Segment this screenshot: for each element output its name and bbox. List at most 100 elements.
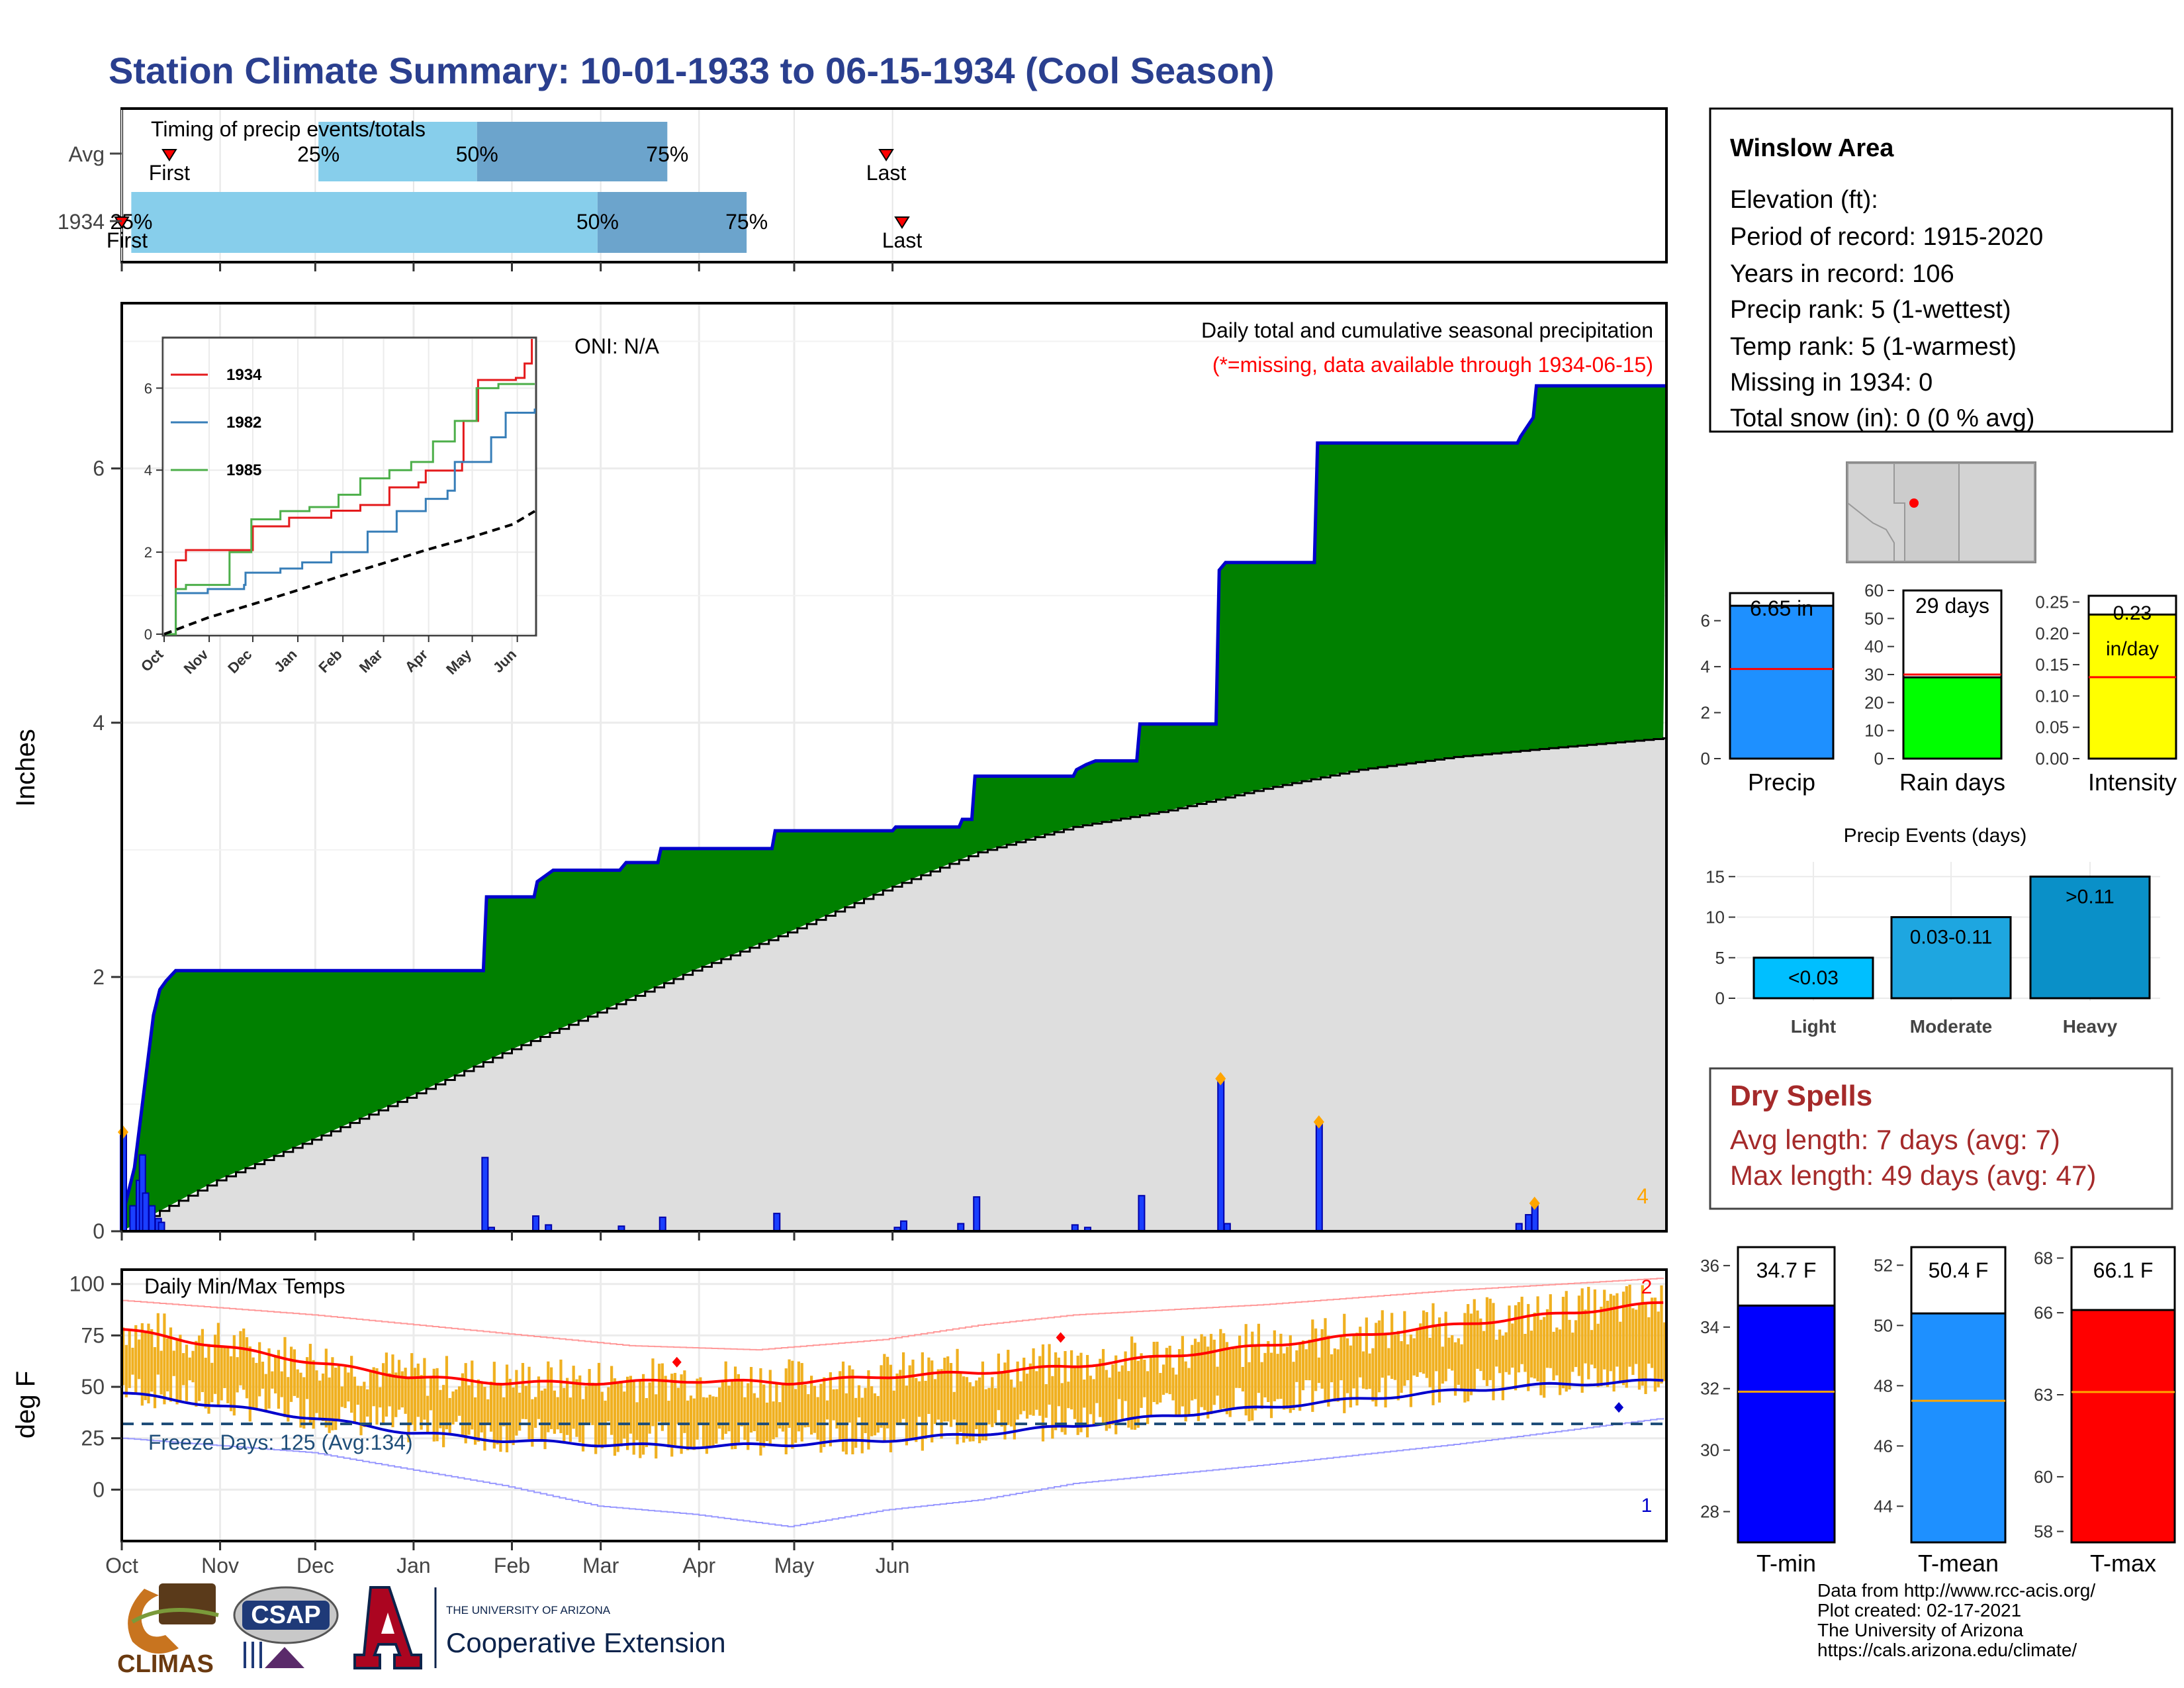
daily-precip-bar bbox=[773, 1213, 781, 1232]
inset-series-lines bbox=[163, 339, 536, 635]
daily-temp-bar bbox=[908, 1365, 911, 1441]
daily-temp-bar bbox=[1435, 1327, 1438, 1372]
daily-temp-bar bbox=[1663, 1322, 1666, 1382]
daily-temp-bar bbox=[1416, 1328, 1419, 1377]
daily-temp-bar bbox=[1143, 1359, 1146, 1397]
precip-missing-note: (*=missing, data available through 1934-… bbox=[1212, 353, 1653, 377]
inset-line-1985 bbox=[164, 383, 535, 635]
daily-temp-bar bbox=[660, 1363, 664, 1431]
daily-temp-bar bbox=[889, 1364, 893, 1452]
raindays-summary-label: Rain days bbox=[1899, 769, 2005, 796]
daily-temp-bar bbox=[1552, 1331, 1555, 1381]
daily-temp-bar bbox=[1469, 1313, 1473, 1395]
tmin-summary-tick-label: 30 bbox=[1700, 1440, 1719, 1460]
intensity-summary-tick-label: 0.15 bbox=[2035, 655, 2069, 675]
daily-temp-bar bbox=[1253, 1346, 1257, 1411]
daily-precip-bar bbox=[973, 1196, 981, 1233]
record-max-line bbox=[122, 1278, 1664, 1351]
daily-temp-bar bbox=[1308, 1339, 1311, 1381]
tmax-summary-tick-label: 68 bbox=[2034, 1248, 2053, 1268]
daily-temp-bar bbox=[1197, 1342, 1200, 1421]
daily-temp-bar bbox=[581, 1399, 585, 1452]
precip-corner-value: 4 bbox=[1637, 1184, 1649, 1208]
daily-temp-bar bbox=[993, 1388, 997, 1424]
info-precip-rank: Precip rank: 5 (1-wettest) bbox=[1730, 296, 2011, 324]
daily-temp-bar bbox=[1361, 1351, 1365, 1389]
daily-temp-bar bbox=[1203, 1336, 1206, 1411]
daily-temp-bar bbox=[1615, 1293, 1619, 1367]
daily-temp-bar bbox=[198, 1335, 201, 1401]
daily-temp-bar bbox=[635, 1402, 639, 1440]
inset-y-tick-label: 0 bbox=[144, 626, 152, 643]
daily-temp-bar bbox=[949, 1362, 953, 1427]
daily-temp-bar bbox=[150, 1329, 154, 1392]
inset-y-tick-label: 2 bbox=[144, 544, 152, 561]
daily-temp-bar bbox=[502, 1397, 506, 1427]
daily-temp-bar bbox=[1390, 1313, 1394, 1380]
daily-temp-bar bbox=[883, 1354, 886, 1442]
daily-temp-bar bbox=[880, 1365, 883, 1428]
daily-temp-bar bbox=[740, 1381, 743, 1427]
credit-line-2: Plot created: 02-17-2021 bbox=[1817, 1600, 2021, 1620]
cumulative-1934-line bbox=[120, 384, 1666, 1232]
daily-temp-bar bbox=[575, 1379, 578, 1437]
daily-temp-bar bbox=[1498, 1329, 1502, 1374]
intensity-summary-tick-label: 0.00 bbox=[2035, 749, 2069, 769]
daily-temp-bar bbox=[829, 1372, 832, 1447]
timing-quartile-label: 75% bbox=[725, 210, 768, 234]
daily-temp-bar bbox=[137, 1339, 141, 1380]
daily-temp-bar bbox=[965, 1377, 969, 1439]
daily-temp-bar bbox=[467, 1385, 471, 1435]
daily-temp-bar bbox=[629, 1376, 633, 1434]
daily-temp-bar bbox=[1651, 1297, 1654, 1368]
daily-temp-bar bbox=[721, 1380, 725, 1440]
daily-temp-bar bbox=[159, 1350, 163, 1395]
daily-temp-bar bbox=[1511, 1323, 1514, 1368]
timing-quartile-label: 50% bbox=[576, 210, 619, 234]
daily-temp-bar bbox=[461, 1373, 465, 1435]
tmax-summary-bar bbox=[2070, 1309, 2176, 1544]
daily-temp-bar bbox=[1003, 1362, 1007, 1440]
tmax-summary-tick-label: 60 bbox=[2034, 1467, 2053, 1487]
daily-temp-bar bbox=[508, 1378, 512, 1444]
daily-temp-bar bbox=[899, 1370, 902, 1424]
daily-temp-bar bbox=[1400, 1340, 1403, 1393]
daily-temp-bar bbox=[733, 1366, 737, 1450]
daily-temp-bar bbox=[1343, 1313, 1346, 1413]
daily-temp-bar bbox=[308, 1344, 312, 1425]
daily-temp-bar bbox=[1304, 1349, 1308, 1381]
daily-temp-bar bbox=[439, 1389, 442, 1429]
daily-temp-bar bbox=[639, 1381, 642, 1458]
daily-precip-bar bbox=[1525, 1214, 1533, 1232]
daily-temp-bar bbox=[1279, 1333, 1283, 1399]
precip-panel-heading: Daily total and cumulative seasonal prec… bbox=[1201, 318, 1653, 342]
daily-temp-bar bbox=[1653, 1297, 1657, 1392]
precip-y-tick-label: 4 bbox=[93, 711, 105, 735]
daily-temp-bar bbox=[1340, 1335, 1343, 1381]
temp-record-marker bbox=[672, 1356, 682, 1368]
daily-temp-bar bbox=[1529, 1331, 1533, 1378]
daily-temp-bar bbox=[512, 1387, 515, 1446]
daily-temp-bar bbox=[1289, 1335, 1292, 1413]
daily-temp-bar bbox=[972, 1386, 975, 1442]
daily-temp-bar bbox=[1085, 1354, 1089, 1438]
daily-temp-bar bbox=[807, 1394, 810, 1427]
daily-temp-bar bbox=[1320, 1329, 1324, 1389]
daily-temp-bar bbox=[752, 1393, 756, 1432]
locator-map bbox=[1846, 461, 2036, 563]
daily-temp-bar bbox=[788, 1359, 791, 1428]
daily-temp-bar bbox=[676, 1387, 680, 1425]
daily-temp-bar bbox=[375, 1368, 379, 1425]
daily-temp-bar bbox=[245, 1337, 249, 1399]
daily-temp-bar bbox=[673, 1373, 677, 1446]
daily-temp-bar bbox=[521, 1362, 525, 1419]
events-category-label: Moderate bbox=[1910, 1016, 1992, 1037]
info-temp-rank: Temp rank: 5 (1-warmest) bbox=[1730, 333, 2017, 361]
daily-temp-bar bbox=[1276, 1354, 1279, 1399]
daily-temp-bar bbox=[318, 1380, 322, 1419]
daily-temp-bar bbox=[343, 1366, 347, 1409]
daily-temp-bar bbox=[1587, 1286, 1590, 1380]
daily-temp-bar bbox=[1479, 1318, 1482, 1372]
daily-temp-bar bbox=[1628, 1284, 1631, 1367]
